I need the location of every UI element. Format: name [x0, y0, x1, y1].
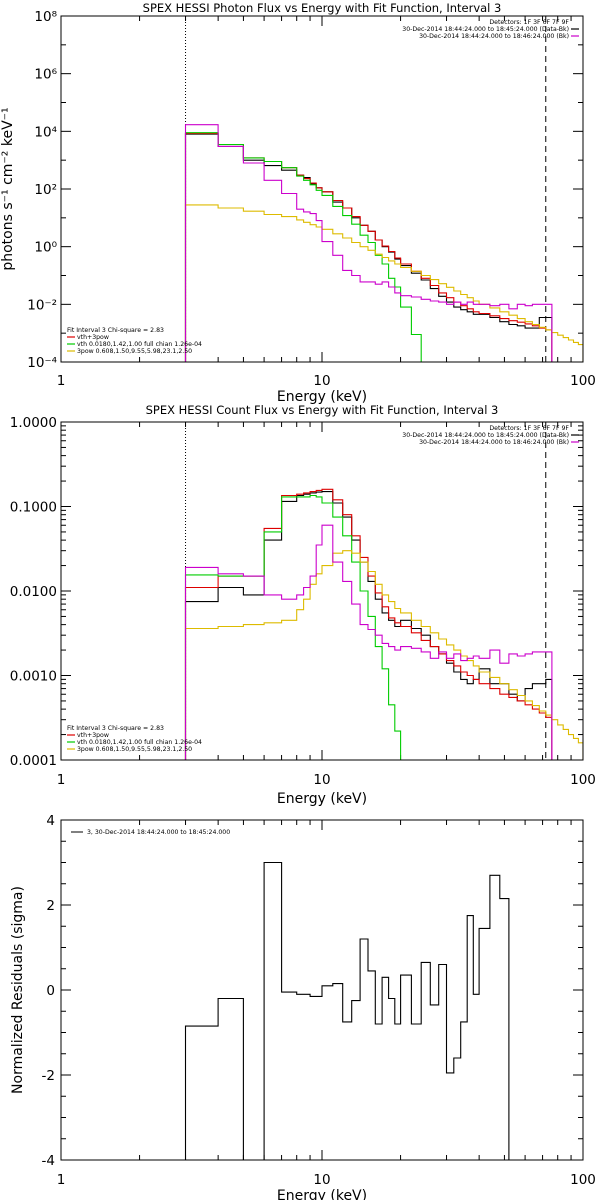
- x-tick-label: 100: [570, 1172, 596, 1188]
- chart-panel-2: 1 10 100 0.0001 0.0010 0.0100 0.1000 1.0000 SPEX…: [10, 403, 596, 807]
- series-bk: [184, 124, 553, 362]
- chart-panel-3: 1 10 100 -4 -2 0 2 4 Energy (keV) Normalized Resi…: [10, 813, 596, 1200]
- y-tick-label: 10⁴: [34, 124, 57, 140]
- series-data: [184, 491, 553, 760]
- y-tick-label: 4: [46, 813, 55, 829]
- series-vth-3pow: [184, 488, 553, 760]
- y-tick-label: 10⁻²: [27, 297, 57, 313]
- header-text: Detectors: 1F 3F 6F 7F 9F: [489, 425, 569, 432]
- y-tick-label: 0.0001: [10, 753, 57, 769]
- header-text: 30-Dec-2014 18:44:24.000 to 18:45:24.000…: [402, 432, 569, 439]
- plot-frame: [60, 819, 584, 1161]
- series-3pow: [184, 550, 583, 760]
- x-tick-label: 1: [57, 373, 66, 389]
- header-text: 30-Dec-2014 18:44:24.000 to 18:46:24.000…: [419, 439, 569, 446]
- y-axis-label: Normalized Residuals (sigma): [10, 886, 26, 1094]
- x-tick-label: 1: [57, 1172, 66, 1188]
- legend-title: Fit Interval 3 Chi-square = 2.83: [67, 725, 164, 732]
- series-bk: [184, 524, 553, 760]
- header-text: Detectors: 1F 3F 6F 7F 9F: [489, 19, 569, 26]
- x-tick-label: 100: [570, 772, 596, 788]
- y-tick-label: -2: [42, 1068, 55, 1084]
- x-axis-label: Energy (keV): [277, 1188, 367, 1200]
- x-tick-label: 1: [57, 772, 66, 788]
- y-tick-label: 0.0100: [10, 584, 57, 600]
- y-tick-label: -4: [42, 1153, 55, 1169]
- legend-label: 3pow 0.608,1.50,9.55,5.98,23.1,2.50: [77, 348, 192, 355]
- x-tick-label: 10: [313, 772, 330, 788]
- legend-label: vth+3pow: [77, 334, 109, 341]
- y-tick-label: 0: [46, 983, 55, 999]
- y-axis-label: photons s⁻¹ cm⁻² keV⁻¹: [0, 107, 16, 270]
- x-tick-label: 10: [313, 1172, 330, 1188]
- legend-label: 3, 30-Dec-2014 18:44:24.000 to 18:45:24.…: [87, 829, 230, 836]
- plot-frame: [60, 15, 584, 363]
- y-tick-label: 10²: [34, 182, 57, 198]
- x-axis-label: Energy (keV): [277, 791, 367, 807]
- chart-panel-1: 1 10 100 10⁻⁴ 10⁻² 10⁰ 10² 10⁴ 10⁶ 10⁸ SPEX HESSI …: [0, 1, 596, 405]
- y-tick-label: 10⁸: [34, 9, 57, 25]
- y-tick-label: 2: [46, 898, 55, 914]
- y-tick-label: 10⁰: [34, 240, 57, 256]
- x-tick-label: 10: [313, 373, 330, 389]
- series-3pow: [184, 204, 583, 362]
- chart-title: SPEX HESSI Photon Flux vs Energy with Fi…: [143, 1, 502, 15]
- series-residuals: [184, 861, 510, 1160]
- y-tick-label: 0.0010: [10, 669, 57, 685]
- legend-label: vth 0.0180,1.42,1.00 full chian 1.26e-04: [77, 341, 202, 348]
- y-tick-label: 0.1000: [10, 500, 57, 516]
- x-axis-label: Energy (keV): [277, 389, 367, 405]
- plot-frame: [60, 421, 584, 761]
- y-tick-label: 10⁶: [34, 67, 57, 83]
- legend-title: Fit Interval 3 Chi-square = 2.83: [67, 327, 164, 334]
- y-tick-label: 1.0000: [10, 415, 57, 431]
- legend-label: 3pow 0.608,1.50,9.55,5.98,23.1,2.50: [77, 746, 192, 753]
- chart-title: SPEX HESSI Count Flux vs Energy with Fit…: [146, 403, 499, 417]
- header-text: 30-Dec-2014 18:44:24.000 to 18:45:24.000…: [402, 26, 569, 33]
- legend-label: vth 0.0180,1.42,1.00 full chian 1.26e-04: [77, 739, 202, 746]
- header-text: 30-Dec-2014 18:44:24.000 to 18:46:24.000…: [419, 33, 569, 40]
- series-vth: [184, 132, 431, 362]
- y-tick-label: 10⁻⁴: [27, 355, 57, 371]
- legend-label: vth+3pow: [77, 732, 109, 739]
- x-tick-label: 100: [570, 373, 596, 389]
